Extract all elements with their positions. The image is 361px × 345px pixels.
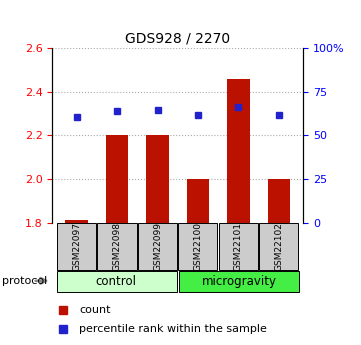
Bar bbox=[65, 220, 88, 223]
Bar bbox=[227, 79, 249, 223]
Text: GSM22097: GSM22097 bbox=[72, 222, 81, 271]
FancyBboxPatch shape bbox=[57, 271, 177, 292]
FancyBboxPatch shape bbox=[57, 224, 96, 270]
FancyBboxPatch shape bbox=[179, 271, 299, 292]
Text: GSM22101: GSM22101 bbox=[234, 222, 243, 271]
FancyBboxPatch shape bbox=[219, 224, 258, 270]
FancyBboxPatch shape bbox=[138, 224, 177, 270]
Text: percentile rank within the sample: percentile rank within the sample bbox=[79, 324, 267, 334]
Bar bbox=[147, 135, 169, 223]
FancyBboxPatch shape bbox=[97, 224, 136, 270]
FancyBboxPatch shape bbox=[259, 224, 299, 270]
Bar bbox=[106, 135, 128, 223]
Bar bbox=[268, 179, 290, 223]
Text: GSM22100: GSM22100 bbox=[193, 222, 203, 271]
Text: control: control bbox=[96, 275, 137, 288]
Text: GSM22099: GSM22099 bbox=[153, 222, 162, 271]
Text: microgravity: microgravity bbox=[201, 275, 277, 288]
Title: GDS928 / 2270: GDS928 / 2270 bbox=[125, 32, 230, 46]
Bar bbox=[187, 179, 209, 223]
Text: protocol: protocol bbox=[2, 276, 47, 286]
Text: count: count bbox=[79, 305, 111, 315]
Text: GSM22102: GSM22102 bbox=[274, 222, 283, 271]
FancyBboxPatch shape bbox=[178, 224, 217, 270]
Text: GSM22098: GSM22098 bbox=[113, 222, 122, 271]
